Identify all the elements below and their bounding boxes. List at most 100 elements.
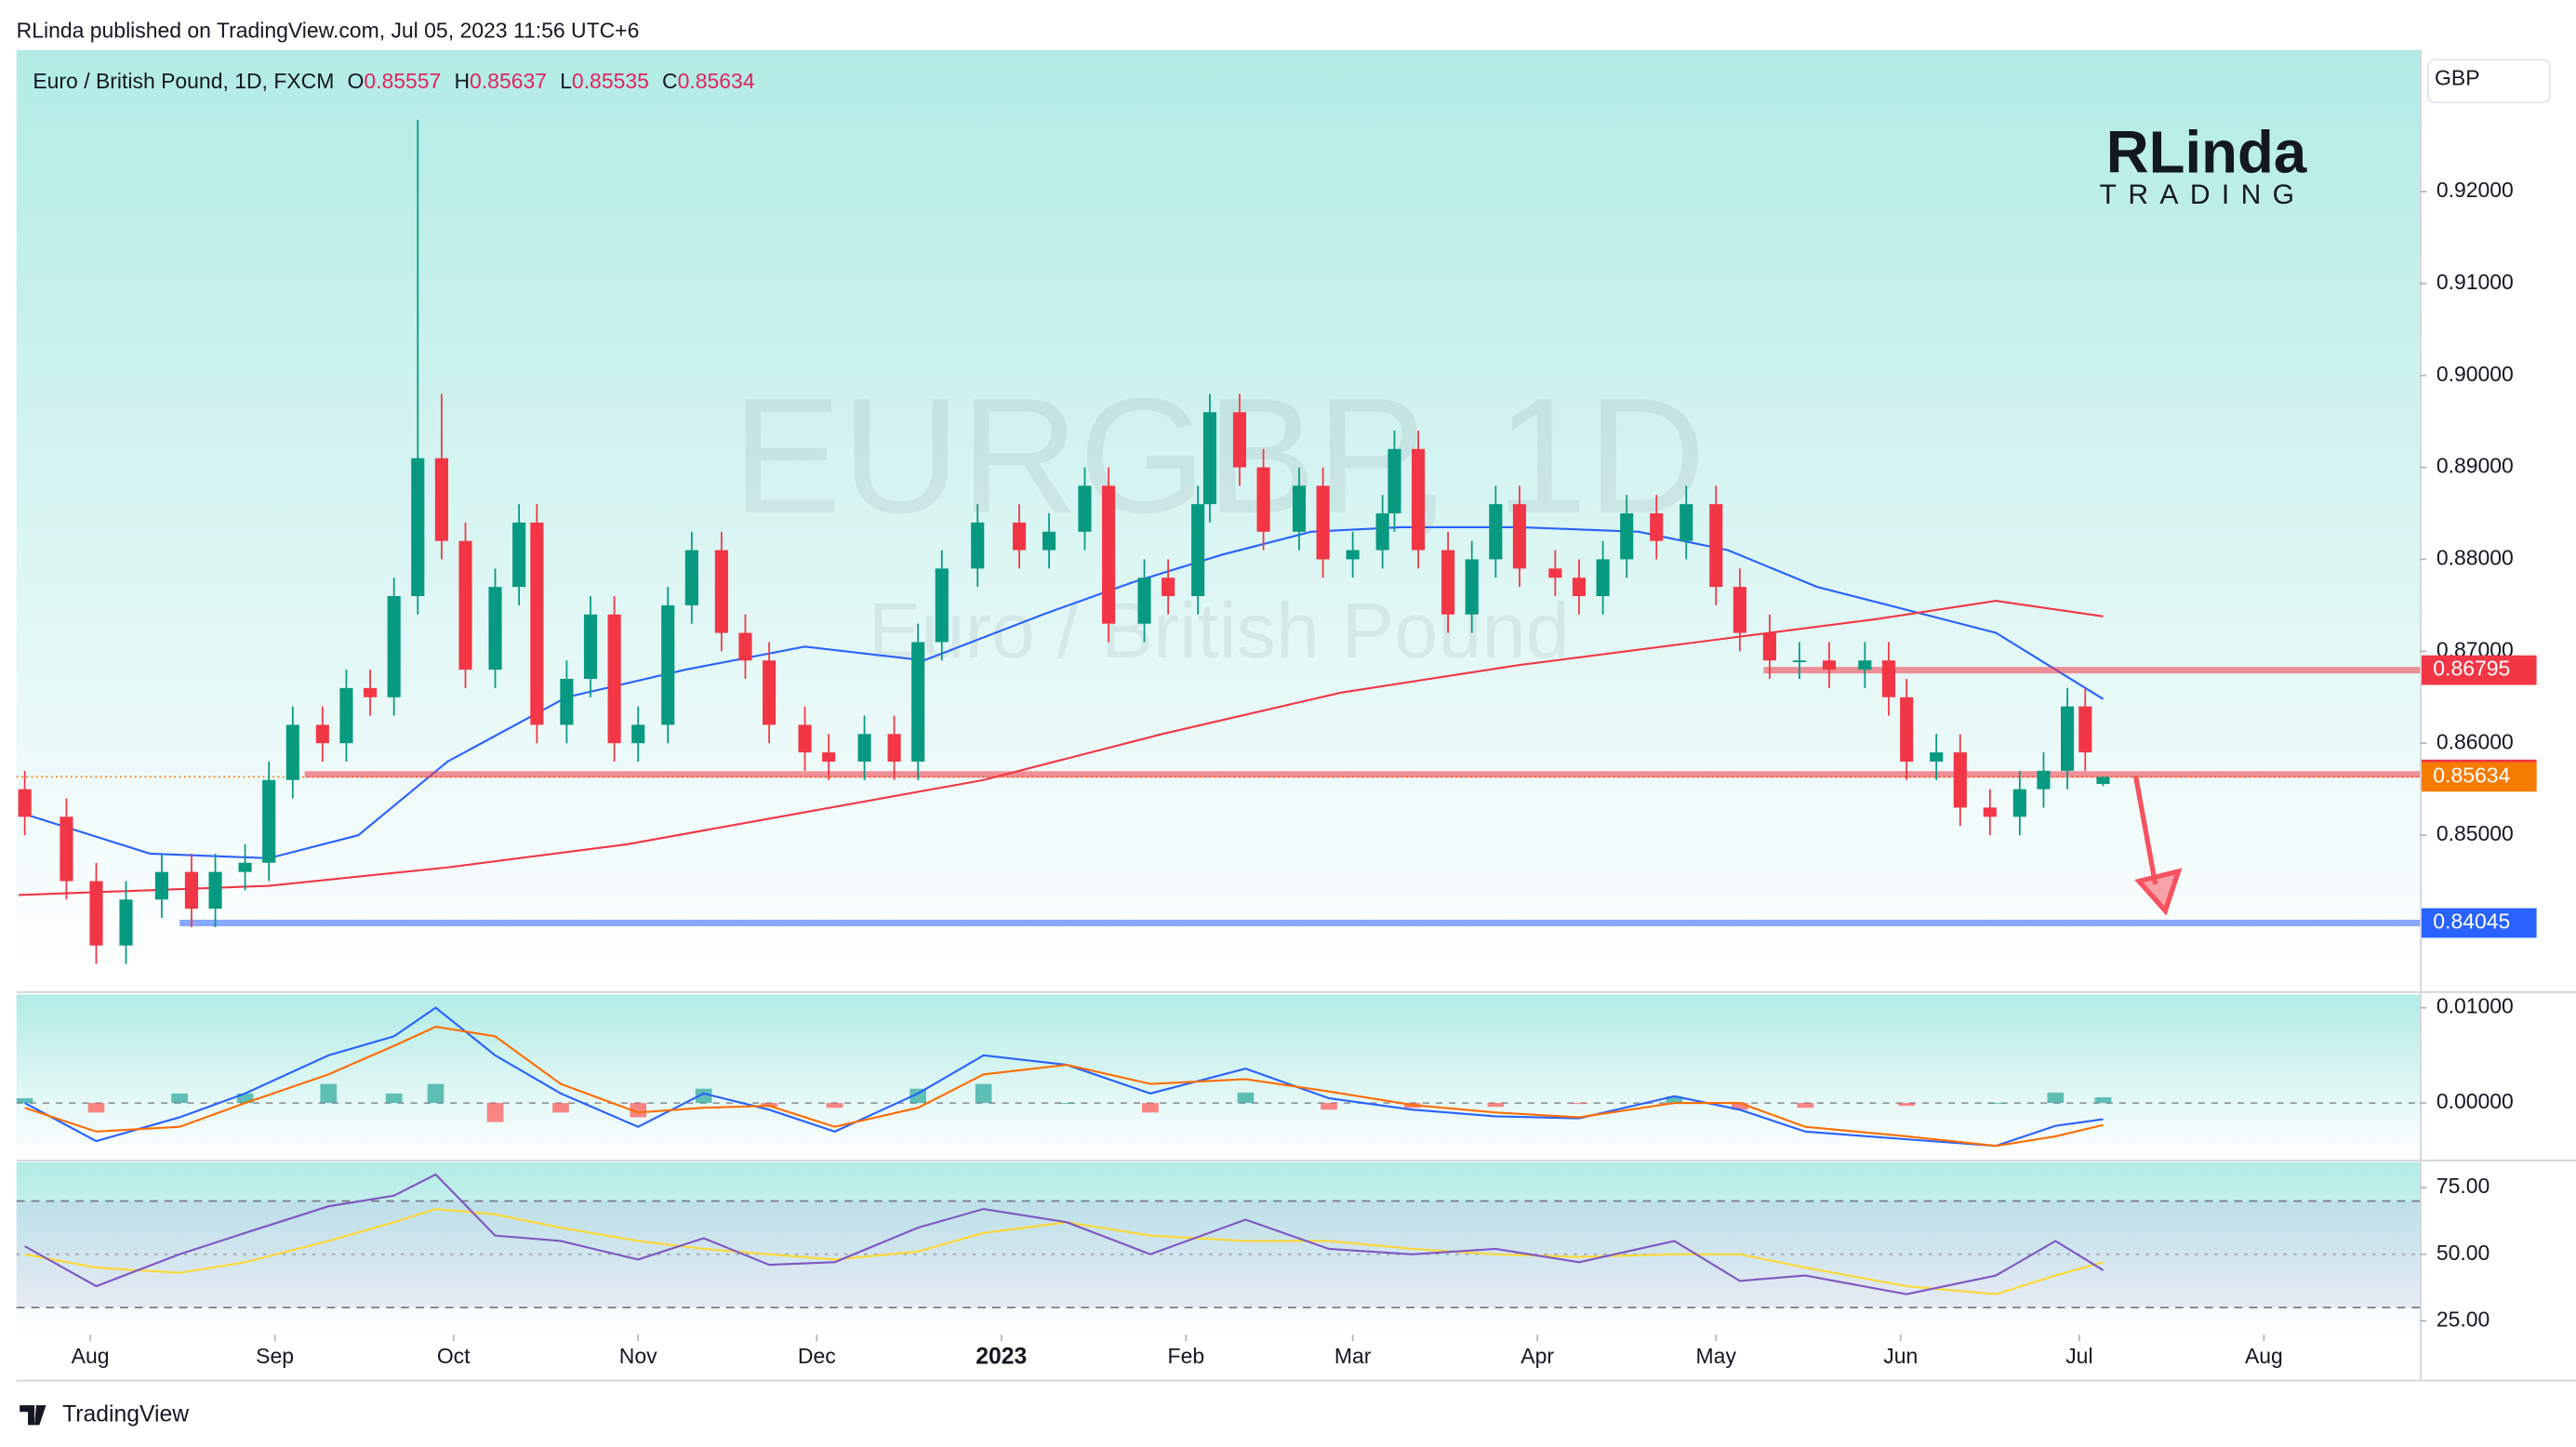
candle-body <box>1232 412 1247 468</box>
candle-body <box>911 642 925 762</box>
ohlc-value: 0.85557 <box>364 69 441 93</box>
price-tag <box>2421 655 2537 685</box>
candle-body <box>607 614 621 744</box>
candle-body <box>315 724 329 744</box>
candle-body <box>1346 550 1360 560</box>
candle-body <box>458 540 472 670</box>
candle-body <box>1680 504 1693 541</box>
macd-histogram-bar <box>16 1097 33 1104</box>
legend: Euro / British Pound, 1D, FXCM O0.85557 H0… <box>33 69 754 93</box>
candle-body <box>488 587 502 670</box>
logo: RLinda TRADING <box>2100 119 2307 210</box>
y-tick-label: 0.91000 <box>2437 270 2514 294</box>
candle-body <box>530 522 544 725</box>
candle-body <box>1572 577 1587 597</box>
macd-histogram-bar <box>1666 1095 1683 1104</box>
candle-body <box>363 687 378 697</box>
macd-histogram-bar <box>1487 1103 1505 1108</box>
candle-body <box>714 550 728 633</box>
moving-average <box>19 599 2104 896</box>
footer-text: TradingView <box>62 1401 189 1427</box>
macd-histogram-bar <box>1058 1103 1076 1104</box>
candle-body <box>887 734 901 762</box>
macd-histogram-bar <box>1732 1103 1748 1110</box>
y-tick-label: 0.01000 <box>2437 994 2514 1018</box>
candle-body <box>285 724 299 780</box>
macd-histogram-bar <box>486 1103 504 1122</box>
x-tick-label: Apr <box>1520 1344 1554 1368</box>
macd-histogram-bar <box>975 1083 992 1104</box>
x-tick-label: Nov <box>619 1344 657 1368</box>
candle-body <box>560 678 574 725</box>
candle-body <box>1202 412 1217 505</box>
ohlc-label: O <box>347 69 364 93</box>
y-tick-label: 0.85000 <box>2437 821 2514 845</box>
candle-body <box>339 687 353 744</box>
macd-histogram-bar <box>630 1103 647 1118</box>
candle-body <box>262 779 276 863</box>
candle-body <box>1953 752 1967 808</box>
logo-sub: TRADING <box>2100 179 2306 210</box>
candle-body <box>1858 660 1872 670</box>
macd-histogram-bar <box>171 1093 188 1104</box>
candle-body <box>1102 485 1116 624</box>
candle-body <box>2096 777 2110 785</box>
candle-body <box>154 871 168 900</box>
macd-histogram-bar <box>427 1083 445 1104</box>
x-tick-label: Mar <box>1334 1344 1372 1368</box>
macd-histogram-bar <box>1237 1092 1255 1104</box>
x-tick-label: Aug <box>2245 1344 2283 1368</box>
candle-body <box>238 862 252 872</box>
watermark-subtitle: Euro / British Pound <box>869 586 1570 674</box>
y-tick-label: 0.88000 <box>2437 546 2514 570</box>
signal-line <box>24 1026 2104 1148</box>
candle-body <box>60 816 73 882</box>
candle-body <box>1412 448 1426 551</box>
macd-histogram-bar <box>87 1103 105 1113</box>
candle-body <box>1822 660 1836 670</box>
legend-title: Euro / British Pound, 1D, FXCM <box>33 69 334 93</box>
candle-body <box>935 568 949 643</box>
ohlc-label: L <box>560 69 572 93</box>
currency[interactable]: GBP <box>2435 66 2479 90</box>
macd-histogram-bar <box>1571 1103 1587 1105</box>
footer: TradingView <box>20 1401 189 1427</box>
candle-body <box>1983 807 1997 817</box>
candle-body <box>798 724 812 753</box>
price-tag-label: 0.86795 <box>2433 657 2510 681</box>
y-tick-label: 0.00000 <box>2437 1089 2514 1113</box>
candle-body <box>434 458 448 541</box>
candle-body <box>89 881 103 946</box>
candle-body <box>1900 697 1914 762</box>
candle-body <box>857 734 871 762</box>
candle-body <box>738 632 752 661</box>
x-tick-label: May <box>1696 1344 1737 1368</box>
ohlc-value: 0.85535 <box>572 69 649 93</box>
x-tick-label: Oct <box>437 1344 471 1368</box>
candle-body <box>1512 504 1527 569</box>
macd-histogram-bar <box>2047 1092 2065 1104</box>
candle-body <box>661 604 675 725</box>
candle-body <box>1548 568 1562 578</box>
candle-body <box>1388 448 1401 514</box>
rsi-line <box>24 1173 2105 1295</box>
rsi-pane <box>16 1162 2421 1335</box>
candle-body <box>1441 550 1455 615</box>
candle-body <box>2012 789 2026 817</box>
candle-body <box>631 724 645 744</box>
x-tick-label: 2023 <box>976 1344 1027 1369</box>
y-tick-label: 0.92000 <box>2437 178 2514 202</box>
macd-histogram-bar <box>1142 1103 1159 1113</box>
x-tick-label: Dec <box>798 1344 836 1368</box>
candle-body <box>18 789 32 817</box>
price-tag <box>2421 762 2537 792</box>
ohlc-label: C <box>662 69 678 93</box>
y-tick-label: 0.89000 <box>2437 454 2514 478</box>
x-tick-label: Feb <box>1168 1344 1205 1368</box>
currency-box[interactable] <box>2427 59 2551 104</box>
candle-body <box>1596 559 1610 597</box>
candle-body <box>1762 632 1776 661</box>
candle-body <box>1042 531 1056 551</box>
macd-histogram-bar <box>552 1103 569 1113</box>
